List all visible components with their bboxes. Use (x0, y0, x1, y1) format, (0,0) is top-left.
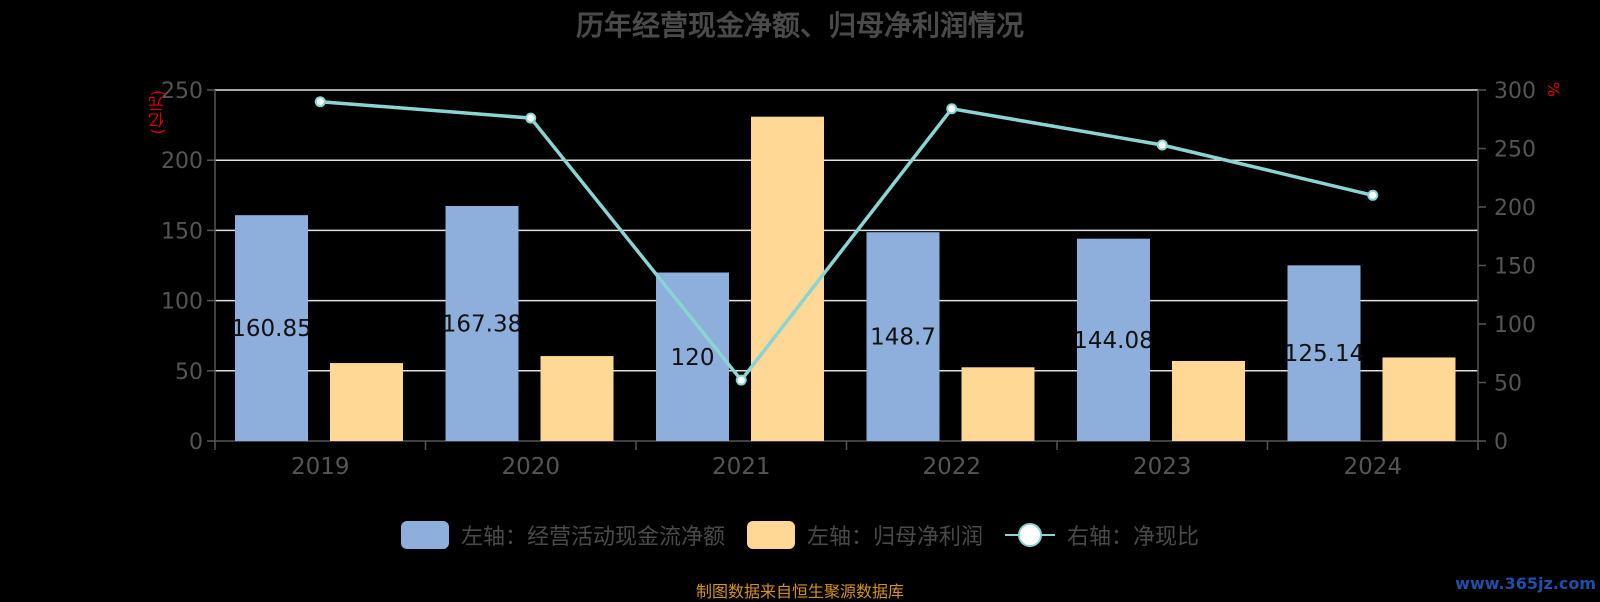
line-point-cash-ratio (1367, 189, 1379, 201)
bar-value-label: 160.85 (231, 316, 311, 342)
y-left-tick-label: 200 (161, 149, 203, 174)
y-right-tick-label: 50 (1494, 372, 1522, 397)
legend-swatch-cash-ratio (1005, 521, 1055, 549)
bar-net-profit (751, 116, 824, 442)
y-left-tick-label: 250 (161, 79, 203, 104)
right-axis-unit: % (1544, 81, 1564, 98)
bar-value-label: 125.14 (1284, 341, 1364, 367)
y-left-tick-label: 100 (161, 290, 203, 315)
y-right-tick-label: 100 (1494, 313, 1536, 338)
bar-value-label: 144.08 (1073, 328, 1153, 354)
line-cash-ratio (320, 99, 1374, 383)
legend-item-operating-cash[interactable]: 左轴：经营活动现金流净额 (400, 519, 725, 551)
bar-net-profit (1382, 357, 1456, 441)
bar-net-profit (330, 363, 403, 441)
bar-value-label: 148.7 (870, 325, 936, 351)
legend-label-operating-cash: 左轴：经营活动现金流净额 (460, 525, 725, 550)
y-left-tick-label: 50 (175, 360, 203, 385)
chart-title: 历年经营现金净额、归母净利润情况 (575, 9, 1024, 42)
y-right-tick-label: 300 (1494, 79, 1536, 104)
legend-label-net-profit: 左轴：归母净利润 (806, 525, 983, 550)
bar-net-profit (1172, 360, 1245, 441)
y-right-tick-label: 200 (1494, 196, 1536, 221)
x-tick-label: 2022 (922, 454, 981, 480)
line-point-cash-ratio (735, 374, 747, 386)
bar-operating-cash (866, 232, 940, 441)
y-left-tick-label: 0 (189, 430, 203, 455)
legend-item-cash-ratio[interactable]: 右轴：净现比 (1005, 519, 1199, 551)
left-axis-unit: (亿元) (148, 90, 167, 135)
bar-operating-cash (656, 272, 729, 441)
bar-operating-cash (1077, 238, 1150, 441)
bar-operating-cash (445, 205, 519, 441)
bar-value-label: 120 (671, 345, 715, 371)
legend-item-net-profit[interactable]: 左轴：归母净利润 (746, 519, 983, 551)
legend-label-cash-ratio: 右轴：净现比 (1067, 525, 1200, 550)
bar-net-profit (540, 356, 614, 441)
bar-net-profit (961, 367, 1035, 441)
line-point-cash-ratio (1156, 139, 1168, 151)
legend-swatch-operating-cash (400, 521, 449, 549)
line-point-cash-ratio (946, 103, 958, 115)
y-right-tick-label: 250 (1494, 138, 1536, 163)
x-tick-label: 2024 (1343, 454, 1402, 480)
x-tick-label: 2020 (501, 454, 560, 480)
x-tick-label: 2021 (712, 454, 771, 480)
line-point-cash-ratio (525, 112, 537, 124)
data-source-note: 制图数据来自恒生聚源数据库 (695, 582, 904, 601)
bar-value-label: 167.38 (442, 311, 522, 337)
x-tick-label: 2019 (291, 454, 350, 480)
line-point-cash-ratio (314, 96, 326, 108)
watermark-logo: www.365jz.com (1455, 574, 1596, 593)
y-right-tick-label: 150 (1494, 255, 1536, 280)
bar-operating-cash (235, 215, 308, 441)
legend: 左轴：经营活动现金流净额 左轴：归母净利润 右轴：净现比 (0, 519, 1600, 551)
legend-swatch-net-profit (746, 521, 795, 549)
y-right-tick-label: 0 (1494, 430, 1508, 455)
bar-operating-cash (1287, 265, 1361, 441)
y-left-tick-label: 150 (161, 219, 203, 244)
x-tick-label: 2023 (1133, 454, 1192, 480)
